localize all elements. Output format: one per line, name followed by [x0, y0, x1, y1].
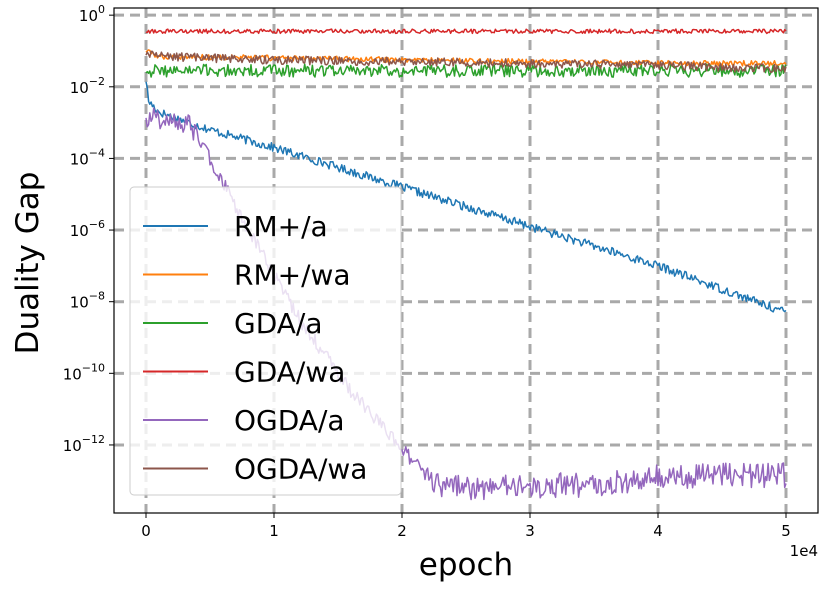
- x-tick-label: 4: [653, 522, 663, 540]
- y-tick-exponent: −4: [89, 146, 105, 159]
- plot-area-frame: [113, 7, 819, 514]
- y-tick-label: 10−8: [70, 290, 105, 312]
- y-tick-base: 10: [70, 222, 89, 240]
- series-line-ogda-wa: [145, 50, 787, 73]
- legend-label: RM+/a: [234, 210, 328, 243]
- legend-label: OGDA/wa: [234, 453, 367, 486]
- legend-label: GDA/wa: [234, 356, 345, 389]
- y-tick-label: 10−4: [70, 146, 105, 168]
- legend-box: [129, 186, 402, 496]
- legend-label: OGDA/a: [234, 404, 345, 437]
- x-tick-label: 0: [141, 522, 151, 540]
- legend-label: GDA/a: [234, 307, 323, 340]
- y-tick-base: 10: [79, 7, 98, 25]
- y-tick-label: 10−10: [63, 361, 105, 383]
- series-line-rm-a: [145, 81, 787, 313]
- x-tick-label: 5: [781, 522, 791, 540]
- y-axis-label: Duality Gap: [10, 172, 46, 355]
- y-tick-base: 10: [63, 365, 82, 383]
- y-tick-label: 100: [79, 3, 105, 25]
- y-tick-label: 10−2: [70, 75, 105, 97]
- y-tick-exponent: −6: [89, 218, 105, 231]
- y-tick-exponent: −8: [89, 290, 105, 303]
- y-tick-base: 10: [63, 437, 82, 455]
- x-tick-label: 2: [397, 522, 407, 540]
- y-tick-base: 10: [70, 79, 89, 97]
- legend: RM+/a RM+/wa GDA/a GDA/wa OGDA/a OGDA/wa: [129, 186, 402, 496]
- y-tick-base: 10: [70, 150, 89, 168]
- y-tick-label: 10−12: [63, 433, 105, 455]
- y-tick-exponent: −12: [82, 433, 105, 446]
- y-tick-exponent: 0: [98, 3, 105, 16]
- legend-label: RM+/wa: [234, 259, 351, 292]
- y-tick-base: 10: [70, 294, 89, 312]
- x-axis-label: epoch: [419, 547, 513, 583]
- y-tick-label: 10−6: [70, 218, 105, 240]
- x-tick-label: 1: [269, 522, 279, 540]
- x-axis-multiplier: 1e4: [790, 542, 818, 560]
- series-line-gda-a: [145, 63, 787, 78]
- y-tick-exponent: −2: [89, 75, 105, 88]
- series-line-gda-wa: [145, 28, 787, 35]
- y-tick-exponent: −10: [82, 361, 105, 374]
- x-tick-label: 3: [525, 522, 535, 540]
